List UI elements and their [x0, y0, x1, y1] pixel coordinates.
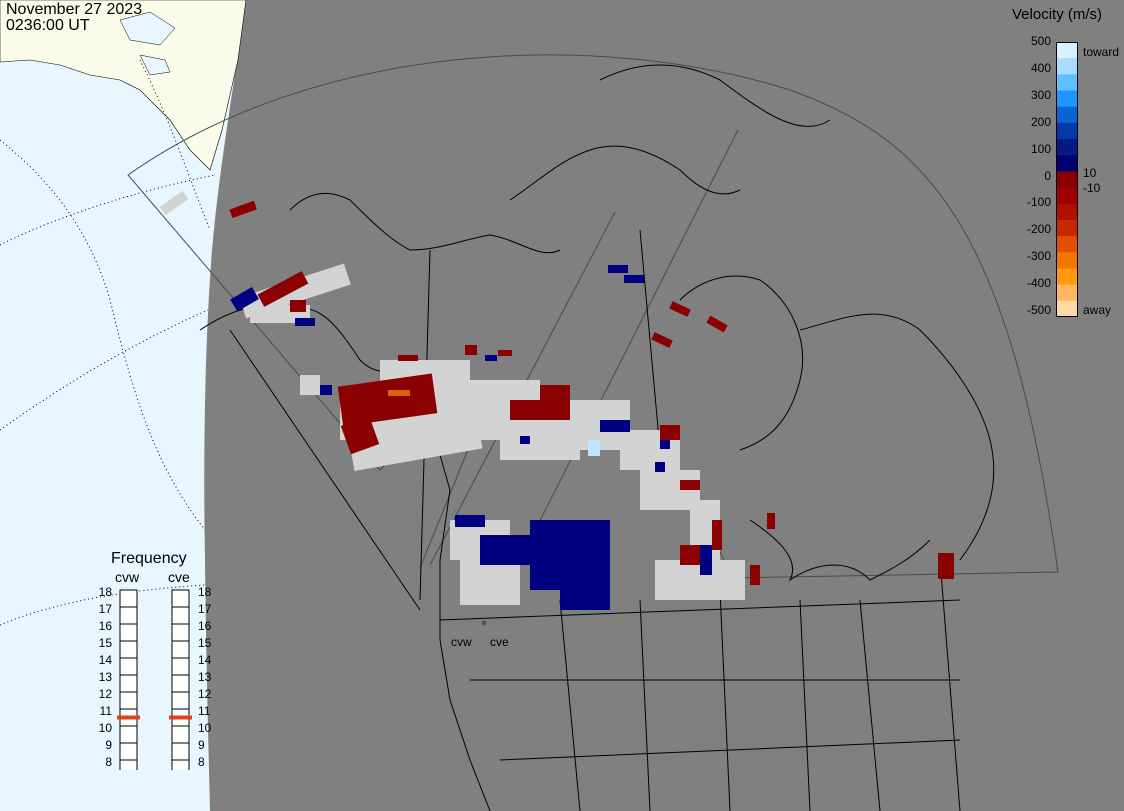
colorbar-label-neg10: -10 [1083, 181, 1101, 195]
frequency-cell [171, 589, 190, 608]
colorbar-tick-label: -200 [1026, 222, 1051, 237]
colorbar-swatch [1056, 284, 1078, 302]
velocity-away [229, 200, 954, 585]
frequency-cell [171, 674, 190, 693]
colorbar-label-toward: toward [1083, 45, 1120, 59]
frequency-scale-label: 13 [198, 670, 212, 684]
frequency-scale-label: 9 [105, 738, 112, 752]
frequency-scale-label: 13 [99, 670, 113, 684]
frequency-cell [171, 691, 190, 710]
frequency-scale-label: 11 [198, 704, 211, 718]
timestamp-time: 0236:00 UT [6, 17, 90, 34]
frequency-cell [171, 742, 190, 761]
frequency-title: Frequency [111, 550, 187, 567]
frequency-marker [117, 715, 140, 720]
colorbar-swatch [1056, 203, 1078, 221]
colorbar-title: Velocity (m/s) [1012, 6, 1103, 23]
frequency-cell [171, 759, 190, 770]
colorbar-swatch [1056, 155, 1078, 172]
frequency-scale-label: 18 [99, 585, 113, 599]
frequency-scale-label: 16 [198, 619, 212, 633]
frequency-scale-label: 17 [198, 602, 212, 616]
frequency-scale-label: 12 [99, 687, 113, 701]
colorbar-tick-label: 500 [1030, 34, 1051, 48]
frequency-scale-label: 8 [105, 755, 112, 769]
colorbar-swatch [1056, 187, 1078, 205]
colorbar-tick-label: 100 [1030, 141, 1051, 156]
frequency-cell [119, 640, 138, 659]
frequency-cell [171, 640, 190, 659]
frequency-cell [119, 657, 138, 676]
frequency-scale-label: 15 [198, 636, 212, 650]
frequency-scale-label: 14 [99, 653, 113, 667]
frequency-cell [119, 589, 138, 608]
colorbar-tick-label: -500 [1026, 303, 1051, 317]
frequency-scale-label: 10 [99, 721, 113, 735]
colorbar-frame [1056, 42, 1078, 317]
daylight-land [0, 0, 247, 171]
frequency-cell [119, 606, 138, 625]
frequency-scale-label: 16 [99, 619, 113, 633]
frequency-cell [119, 674, 138, 693]
colorbar-swatch [1056, 106, 1078, 124]
colorbar-tick-label: 300 [1030, 87, 1051, 102]
timestamp-date: November 27 2023 [6, 1, 143, 18]
frequency-cell [119, 725, 138, 744]
frequency-cell [119, 759, 138, 770]
frequency-scale-label: 8 [198, 755, 205, 769]
frequency-scale-label: 15 [99, 636, 113, 650]
velocity-colorbar [1056, 42, 1078, 317]
frequency-scale-label: 9 [198, 738, 205, 752]
velocity-toward-light [588, 440, 600, 456]
graticule-daylight [0, 59, 216, 626]
colorbar-label-away: away [1083, 303, 1112, 317]
colorbar-swatch [1056, 42, 1078, 59]
colorbar-swatch [1056, 58, 1078, 75]
frequency-cell [119, 691, 138, 710]
frequency-cell [119, 742, 138, 761]
frequency-scale-label: 17 [99, 602, 113, 616]
frequency-scale-label: 18 [198, 585, 212, 599]
colorbar-tick-label: -100 [1026, 195, 1051, 210]
frequency-gauges: 18 17 16 15 14 13 12 11 10 9 8 18 17 16 15 14 13 12 11 10 9 8 [99, 585, 212, 770]
frequency-scale-label: 14 [198, 653, 212, 667]
frequency-scale-label: 12 [198, 687, 212, 701]
velocity-toward [230, 265, 712, 610]
frequency-cell [171, 623, 190, 642]
colorbar-swatch [1056, 90, 1078, 108]
frequency-scale-label: 10 [198, 721, 212, 735]
colorbar-swatch [1056, 252, 1078, 269]
frequency-radar-label: cve [168, 569, 190, 585]
colorbar-swatch [1056, 268, 1078, 286]
colorbar-label-pos10: 10 [1083, 166, 1097, 180]
colorbar-tick-label: 0 [1044, 168, 1051, 183]
ground-scatter [159, 190, 745, 605]
frequency-radar-label: cvw [115, 569, 140, 585]
daylight-islands [119, 11, 176, 76]
colorbar-tick-label: 200 [1030, 114, 1051, 129]
velocity-away-strong [388, 390, 410, 396]
frequency-cell [171, 606, 190, 625]
colorbar-tick-label: -400 [1026, 276, 1051, 291]
radar-label-cve: cve [490, 635, 509, 649]
colorbar-swatch [1056, 139, 1078, 156]
colorbar-tick-label: -300 [1026, 249, 1051, 264]
colorbar-swatch [1056, 122, 1078, 140]
frequency-cell [119, 623, 138, 642]
colorbar-swatch [1056, 300, 1078, 317]
radar-label-cvw: cvw [451, 635, 472, 649]
colorbar-swatch [1056, 74, 1078, 92]
colorbar-swatch [1056, 236, 1078, 253]
colorbar-swatch [1056, 219, 1078, 237]
frequency-marker [169, 715, 192, 720]
radar-site-marker [481, 620, 487, 626]
colorbar-tick-label: 400 [1030, 60, 1051, 75]
colorbar-swatch [1056, 171, 1078, 189]
frequency-cell [171, 725, 190, 744]
frequency-scale-label: 11 [100, 704, 113, 718]
frequency-cell [171, 657, 190, 676]
